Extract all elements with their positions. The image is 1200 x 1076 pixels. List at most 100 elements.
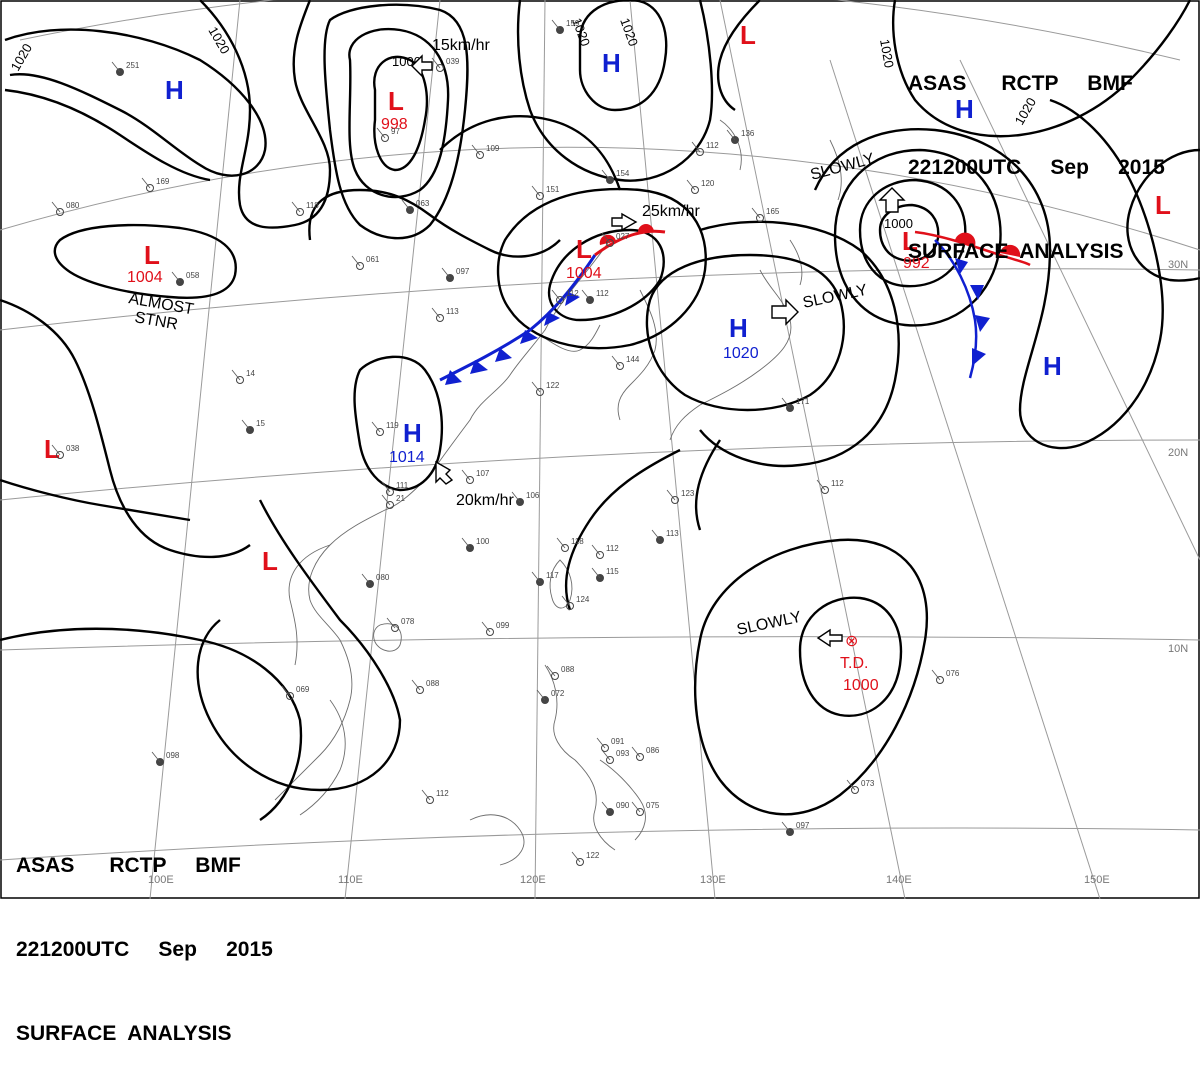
front-low-speed: 25km/hr — [642, 203, 700, 220]
wind-barb — [551, 289, 561, 301]
title-bottom-line-3: SURFACE ANALYSIS — [16, 1022, 232, 1045]
station-pressure: 073 — [861, 779, 875, 788]
wind-barb — [531, 381, 541, 393]
station-circle — [376, 428, 384, 436]
wind-barb — [531, 571, 541, 583]
low-center-north: L — [388, 86, 404, 116]
high-center-inland: H — [403, 418, 422, 448]
station-circle — [56, 208, 64, 216]
wind-barb — [651, 529, 661, 541]
station-pressure: 159 — [566, 19, 580, 28]
station-circle — [356, 262, 364, 270]
station-pressure: 112 — [596, 289, 609, 298]
station-circle — [436, 64, 444, 72]
inland-high-speed: 20km/hr — [456, 492, 514, 509]
wind-barb — [351, 255, 361, 267]
station-pressure: 113 — [666, 529, 679, 538]
wind-barb — [601, 801, 611, 813]
isobar-label-g: 1000 — [884, 216, 913, 231]
station-circle — [596, 551, 604, 559]
lon-label-110: 110E — [338, 874, 363, 886]
station-pressure: 109 — [486, 144, 500, 153]
wind-barb — [631, 801, 641, 813]
lon-label-130: 130E — [700, 874, 726, 886]
wind-barb — [431, 57, 441, 69]
high-center-japan: H — [729, 313, 748, 343]
coastlines — [274, 119, 842, 866]
station-pressure: 100 — [476, 537, 490, 546]
station-pressure: 151 — [546, 185, 560, 194]
front-low-arrow — [611, 212, 638, 232]
station-pressure: 117 — [546, 571, 559, 580]
td-symbol-icon: ⊗ — [845, 633, 858, 650]
low-center-southwest: L — [262, 546, 278, 576]
station-circle — [691, 186, 699, 194]
station-pressure: 251 — [126, 61, 140, 70]
low-center-far-west: L — [44, 434, 60, 464]
station-pressure: 123 — [681, 489, 695, 498]
movement-labels: 15km/hr 25km/hr 20km/hr SLOWLY SLOWLY SL… — [432, 37, 877, 639]
station-pressure: 097 — [796, 821, 810, 830]
title-bottom-line-2: 221200UTC Sep 2015 — [16, 938, 273, 961]
wind-barb — [601, 232, 611, 244]
station-pressure: 154 — [616, 169, 630, 178]
movement-arrows — [411, 54, 906, 648]
wind-barb — [511, 491, 521, 503]
wind-barb — [241, 419, 251, 431]
station-pressure: 069 — [296, 685, 310, 694]
station-circle — [436, 314, 444, 322]
station-pressure: 027 — [616, 232, 630, 241]
station-circle — [601, 744, 609, 752]
station-pressure: 118 — [571, 537, 584, 546]
wind-barb — [461, 537, 471, 549]
low-center-front: L — [576, 234, 592, 264]
high-center-japan-value: 1020 — [723, 345, 759, 362]
wind-barb — [381, 494, 391, 506]
wind-barb — [816, 479, 826, 491]
station-plots: 251 169 080 058 118 061 097 113 112 063 039 97 159 10… — [51, 19, 960, 866]
station-pressure: 169 — [156, 177, 170, 186]
wind-barb — [421, 789, 431, 801]
station-circle — [466, 476, 474, 484]
lat-label-30: 30N — [1168, 259, 1188, 271]
wind-barb — [531, 185, 541, 197]
isobar-label-h: 1020 — [877, 38, 897, 69]
station-pressure: 97 — [391, 127, 400, 136]
typhoon-low-arrow — [878, 187, 906, 213]
wind-barb — [281, 685, 291, 697]
wind-barb — [781, 397, 791, 409]
isobar-label-b: 1020 — [8, 41, 35, 74]
station-circle — [296, 208, 304, 216]
wind-barb — [461, 469, 471, 481]
station-pressure: 112 — [436, 789, 449, 798]
station-circle — [381, 134, 389, 142]
td-arrow — [816, 628, 843, 648]
station-pressure: 112 — [706, 141, 719, 150]
station-circle — [606, 239, 614, 247]
station-pressure: 113 — [446, 307, 459, 316]
wind-barb — [411, 679, 421, 691]
warm-front-typhoon — [914, 230, 1031, 267]
station-pressure: 120 — [701, 179, 715, 188]
station-circle — [556, 296, 564, 304]
station-circle — [821, 486, 829, 494]
station-pressure: 097 — [456, 267, 470, 276]
station-pressure: 038 — [66, 444, 80, 453]
station-pressure: 111 — [396, 481, 409, 490]
station-pressure: 144 — [626, 355, 640, 364]
station-circle — [576, 858, 584, 866]
wind-barb — [581, 289, 591, 301]
station-pressure: 14 — [246, 369, 255, 378]
wind-barb — [361, 573, 371, 585]
wind-barb — [401, 199, 411, 211]
station-circle — [476, 151, 484, 159]
wind-barb — [551, 19, 561, 31]
station-pressure: 099 — [496, 621, 510, 630]
chart-title-bottom: ASAS RCTP BMF 221200UTC Sep 2015 SURFACE… — [16, 796, 273, 1076]
low-center-west: L — [144, 240, 160, 270]
station-circle — [851, 786, 859, 794]
japan-high-arrow — [771, 298, 799, 326]
station-pressure: 061 — [366, 255, 380, 264]
station-pressure: 122 — [586, 851, 600, 860]
station-circle — [566, 602, 574, 610]
